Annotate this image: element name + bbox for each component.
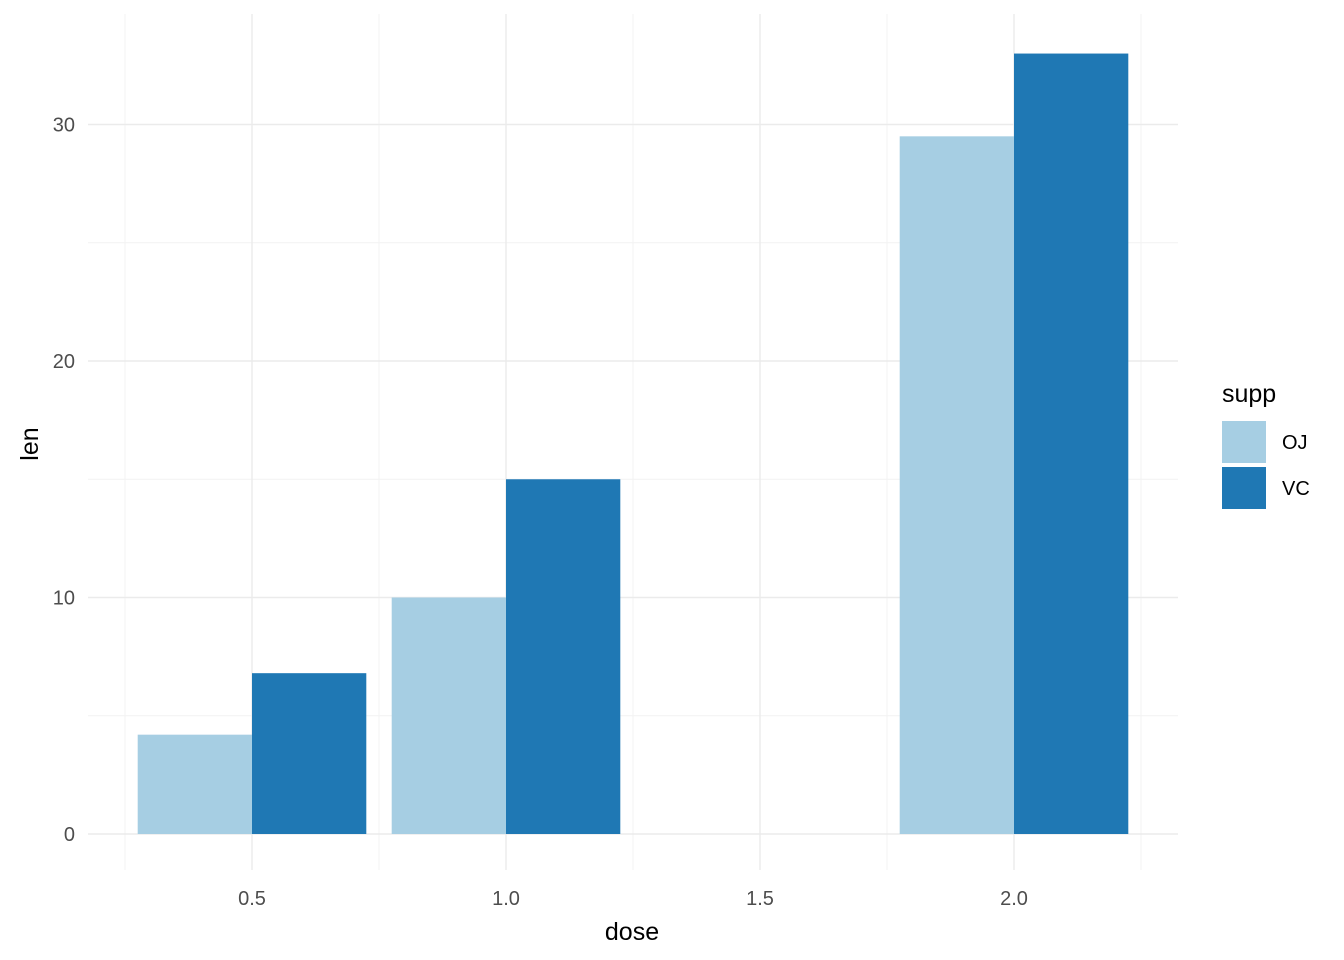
y-tick-label: 20	[53, 351, 75, 373]
bars	[137, 53, 1129, 835]
x-tick-label: 0.5	[238, 888, 266, 910]
x-tick-label: 1.0	[492, 888, 520, 910]
legend-label-oj: OJ	[1282, 432, 1308, 454]
y-tick-label: 10	[53, 588, 75, 610]
y-tick-label: 30	[53, 115, 75, 137]
legend-label-vc: VC	[1282, 478, 1310, 500]
bar-vc-2	[1014, 53, 1129, 835]
y-axis-tick-labels: 0 10 20 30	[53, 115, 75, 847]
legend-title: supp	[1222, 380, 1276, 408]
bar-vc-0_5	[252, 673, 367, 834]
x-axis-tick-labels: 0.5 1.0 1.5 2.0	[238, 888, 1028, 910]
x-axis-title: dose	[605, 918, 659, 946]
y-tick-label: 0	[64, 824, 75, 846]
y-axis-title: len	[16, 427, 44, 460]
legend-key-vc	[1222, 467, 1266, 509]
minor-grid	[88, 14, 1178, 870]
bar-vc-1	[506, 479, 621, 834]
bar-oj-0_5	[137, 734, 252, 834]
x-tick-label: 2.0	[1000, 888, 1028, 910]
bar-oj-2	[899, 136, 1014, 834]
x-tick-label: 1.5	[746, 888, 774, 910]
bar-oj-1	[391, 597, 506, 834]
legend-key-oj	[1222, 421, 1266, 463]
legend: supp OJ VC	[1222, 380, 1310, 509]
